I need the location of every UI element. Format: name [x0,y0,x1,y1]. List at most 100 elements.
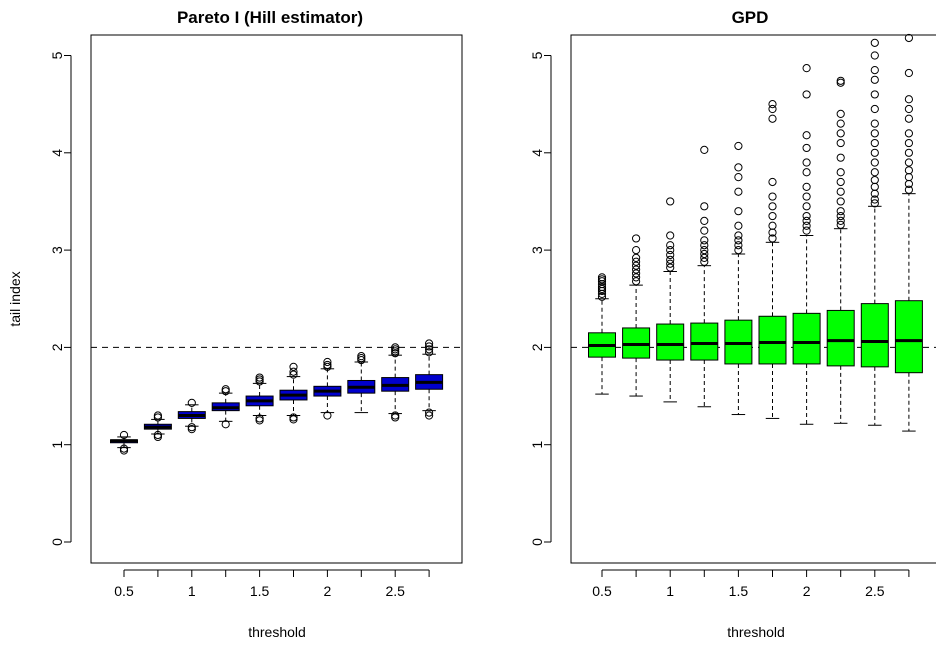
outlier-point [632,234,641,243]
outlier-point [802,64,811,73]
y-tick-label: 1 [529,441,545,449]
outlier-point [221,385,230,394]
x-tick-label: 0.5 [114,583,134,599]
box-group [792,64,821,425]
outlier-point [870,182,879,191]
box-group [622,234,651,397]
x-tick-label: 2.5 [385,583,405,599]
outlier-point [836,138,845,148]
x-tick-label: 0.5 [592,583,612,599]
outlier-point [836,211,845,221]
x-tick-label: 2.5 [865,583,885,599]
box-group [826,76,855,424]
outlier-point [632,253,641,262]
pareto-boxes [91,339,462,455]
outlier-point [632,265,641,274]
x-tick-label: 2 [803,583,811,599]
outlier-point [734,221,743,230]
outlier-point [255,373,264,382]
outlier-point [802,168,811,177]
outlier-point [802,90,811,99]
outlier-point [802,202,811,211]
outlier-point [632,277,641,286]
plot-frame-pareto [90,34,463,564]
outlier-point [666,250,675,260]
outlier-point [836,197,845,206]
outlier-point [391,411,400,420]
y-axis-pareto: 0 1 2 3 4 5 [49,51,72,546]
outlier-point [700,241,709,250]
outlier-point [700,226,709,235]
x-axis-label-pareto: threshold [248,624,306,640]
outlier-point [870,129,879,138]
y-tick-label: 5 [49,51,65,59]
outlier-point [323,411,332,420]
outlier-point [836,76,845,85]
x-axis-label-gpd: threshold [727,624,785,640]
outlier-point [904,173,914,182]
outlier-point [666,255,675,264]
outlier-point [836,216,845,226]
outlier-point [904,148,914,157]
outlier-point [597,273,607,282]
outlier-point [904,95,914,104]
outlier-point [323,360,332,370]
outlier-point [870,90,879,99]
box-group [381,343,410,422]
outlier-point [870,195,879,204]
outlier-point [836,177,845,187]
outlier-point [836,187,845,196]
outlier-point [597,282,607,292]
box [826,309,855,367]
outlier-point [425,342,434,351]
outlier-point [870,168,879,177]
outlier-point [700,249,709,259]
outlier-point [289,362,298,371]
y-axis-label: tail index [7,271,23,326]
outlier-point [802,192,811,201]
y-tick-label: 3 [49,246,65,254]
x-axis-pareto: 0.5 1 1.5 2 2.5 [114,569,430,599]
outlier-point [904,68,914,78]
outlier-point [289,370,298,379]
box-group [347,352,376,414]
outlier-point [734,173,743,182]
outlier-point [700,236,709,245]
panel-title-pareto: Pareto I (Hill estimator) [177,8,363,27]
outlier-point [802,143,811,153]
outlier-point [597,292,607,301]
outlier-point [357,352,366,361]
outlier-point [734,187,743,196]
box-group [894,33,923,432]
outlier-point [425,339,434,348]
outlier-point [768,221,777,230]
outlier-point [734,236,743,245]
outlier-point [802,211,811,221]
box [860,303,889,368]
outlier-point [870,38,879,47]
outlier-point [289,413,298,422]
outlier-point [768,104,777,114]
outlier-point [870,148,879,157]
outlier-point [221,420,230,429]
y-tick-label: 0 [49,538,65,546]
y-tick-label: 3 [529,246,545,254]
outlier-point [700,246,709,255]
box-group [758,100,787,419]
outlier-point [802,226,811,235]
box-group [690,145,719,408]
box [894,300,923,374]
outlier-point [870,51,879,60]
gpd-boxes [571,33,936,432]
y-tick-label: 4 [529,149,545,157]
outlier-point [289,367,298,376]
y-axis-gpd: 0 1 2 3 4 5 [529,51,552,546]
box [656,323,685,361]
outlier-point [666,263,675,272]
outlier-point [700,202,709,211]
outlier-point [666,246,675,255]
panel-pareto: Pareto I (Hill estimator) 0 1 2 3 4 5 0.5 1 1.5… [7,8,463,640]
box-group [110,430,138,455]
box-group [177,398,206,434]
outlier-point [768,211,777,221]
